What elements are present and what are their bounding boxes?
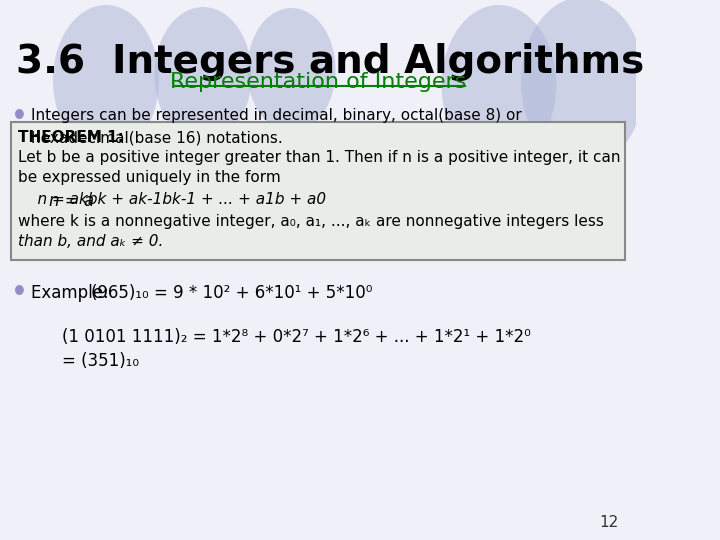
Ellipse shape — [521, 0, 644, 167]
Ellipse shape — [155, 7, 252, 143]
Text: be expressed uniquely in the form: be expressed uniquely in the form — [18, 170, 280, 185]
Text: Integers can be represented in decimal, binary, octal(base 8) or
hexadecimal(bas: Integers can be represented in decimal, … — [31, 108, 522, 145]
Text: n = a: n = a — [48, 192, 94, 210]
Text: Example:: Example: — [31, 284, 114, 302]
Text: THEOREM 1:: THEOREM 1: — [18, 130, 124, 145]
Text: than b, and aₖ ≠ 0.: than b, and aₖ ≠ 0. — [18, 234, 163, 249]
Text: (1 0101 1111)₂ = 1*2⁸ + 0*2⁷ + 1*2⁶ + ... + 1*2¹ + 1*2⁰: (1 0101 1111)₂ = 1*2⁸ + 0*2⁷ + 1*2⁶ + ..… — [62, 328, 531, 346]
Text: Representation of Integers: Representation of Integers — [170, 72, 466, 92]
FancyBboxPatch shape — [11, 122, 625, 260]
Ellipse shape — [247, 8, 336, 132]
Text: (965)₁₀ = 9 * 10² + 6*10¹ + 5*10⁰: (965)₁₀ = 9 * 10² + 6*10¹ + 5*10⁰ — [91, 284, 372, 302]
Ellipse shape — [15, 109, 24, 119]
Ellipse shape — [53, 5, 159, 155]
Text: 12: 12 — [599, 515, 618, 530]
Text: where k is a nonnegative integer, a₀, a₁, ..., aₖ are nonnegative integers less: where k is a nonnegative integer, a₀, a₁… — [18, 214, 603, 229]
Ellipse shape — [441, 5, 557, 165]
Text: Let b be a positive integer greater than 1. Then if n is a positive integer, it : Let b be a positive integer greater than… — [18, 150, 620, 165]
Text: n = akbk + ak-1bk-1 + ... + a1b + a0: n = akbk + ak-1bk-1 + ... + a1b + a0 — [18, 192, 325, 207]
Text: 3.6  Integers and Algorithms: 3.6 Integers and Algorithms — [16, 43, 644, 81]
Ellipse shape — [15, 285, 24, 295]
Text: = (351)₁₀: = (351)₁₀ — [62, 352, 139, 370]
